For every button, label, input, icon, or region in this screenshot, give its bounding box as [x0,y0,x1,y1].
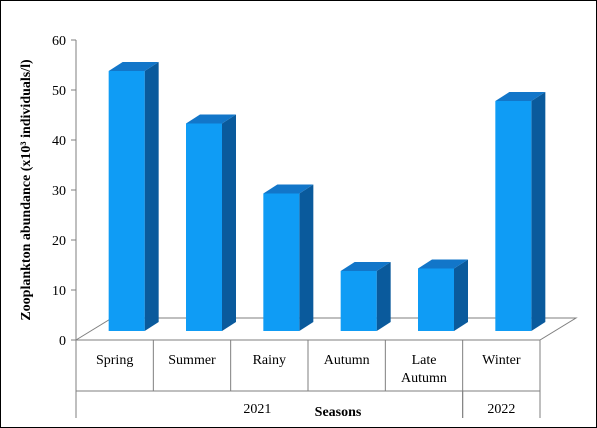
category-label: Spring [96,353,133,368]
bar [340,262,391,331]
category-label: Summer [168,353,216,368]
bar-side [222,114,236,331]
bar [495,92,546,331]
bar-top [495,92,546,101]
bar [263,184,314,331]
bar-front [340,271,377,331]
x-axis-label: Seasons [315,405,362,420]
category-label: Rainy [253,353,286,368]
bar [418,259,468,331]
y-tick-label: 40 [52,134,66,149]
y-tick-label: 0 [59,334,66,349]
y-tick-label: 30 [52,184,66,199]
bar-side [144,62,159,331]
bar-top [340,262,391,271]
bar-top [108,62,159,71]
y-tick-label: 10 [52,284,66,299]
category-axis: Spring Summer Rainy Autumn Late Autumn Winter 2… [75,340,541,418]
category-label: Winter [482,353,521,368]
y-axis: 0 10 20 30 40 50 60 [52,34,77,349]
bar-front [186,123,222,331]
bar-front [418,268,454,331]
group-label: 2022 [487,402,515,417]
category-label: Autumn [401,371,447,386]
bar [108,62,159,331]
bar-front [495,101,532,331]
category-label: Late [412,353,437,368]
category-label: Autumn [324,353,370,368]
bar-front [108,71,145,331]
bar-side [299,184,314,331]
y-axis-label: Zooplankton abundance (x10³ individuals/… [19,59,34,321]
bar-top [263,184,314,194]
group-label: 2021 [243,402,271,417]
bar-front [263,193,300,331]
y-tick-label: 50 [52,84,66,99]
bars [108,62,546,331]
bar [186,114,236,331]
y-tick-label: 20 [52,234,66,249]
bar-side [376,262,391,331]
bar-top [418,259,468,269]
bar-top [186,114,236,124]
bar-side [454,259,468,331]
y-tick-label: 60 [52,34,66,49]
bar-side [531,92,546,331]
